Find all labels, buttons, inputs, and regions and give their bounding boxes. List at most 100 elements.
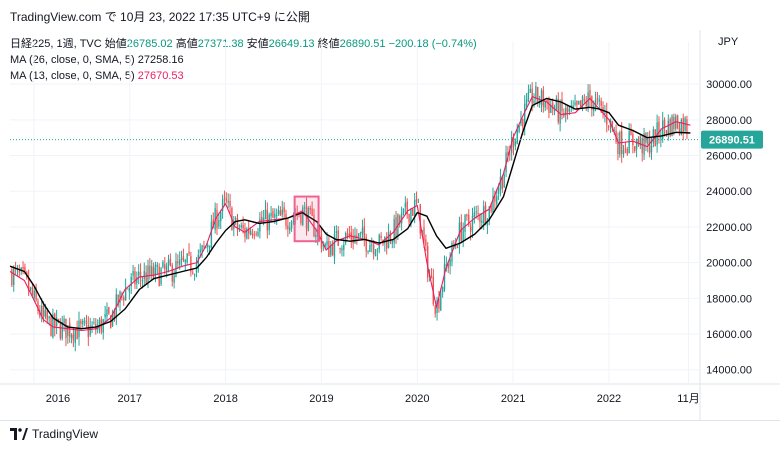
candle-body xyxy=(85,321,88,325)
candle-body xyxy=(192,272,194,274)
tradingview-logo-icon[interactable] xyxy=(10,428,28,440)
chart-grid xyxy=(0,30,780,420)
candle-body xyxy=(275,214,278,217)
candle-body xyxy=(262,217,265,221)
candle-body xyxy=(643,133,645,156)
candle-body xyxy=(514,141,517,146)
price-tick-label: 24000.00 xyxy=(706,186,752,198)
candle-body xyxy=(479,214,481,223)
candle-body xyxy=(320,234,323,249)
candle-body xyxy=(229,201,231,207)
candle-body xyxy=(499,176,502,190)
candle-body xyxy=(503,174,505,188)
candle-body xyxy=(443,263,446,290)
candle-body xyxy=(87,325,90,338)
candle-body xyxy=(441,287,444,293)
chart-legend: 日経225, 1週, TVC 始値26785.02 高値27371.38 安値2… xyxy=(10,36,477,84)
candle-body xyxy=(37,301,39,311)
currency-label[interactable]: JPY xyxy=(718,36,739,48)
price-tick-label: 26000.00 xyxy=(706,151,752,163)
ma26-value: 27258.16 xyxy=(137,54,184,66)
candle-body xyxy=(419,204,421,234)
candle-body xyxy=(240,225,242,228)
candle-body xyxy=(184,260,186,263)
candle-body xyxy=(203,245,205,247)
candle-body xyxy=(128,287,131,292)
candle-body xyxy=(251,233,254,236)
price-tick-label: 22000.00 xyxy=(706,222,752,234)
candle-body xyxy=(389,233,392,242)
open-label: 始値 xyxy=(104,38,127,50)
ma26-row[interactable]: MA (26, close, 0, SMA, 5) 27258.16 xyxy=(10,52,477,68)
candle-body xyxy=(570,105,573,107)
candle-body xyxy=(179,259,181,266)
candle-body xyxy=(559,101,561,124)
candle-body xyxy=(475,211,477,213)
candle-body xyxy=(264,209,267,220)
candle-body xyxy=(35,288,37,301)
candle-body xyxy=(261,216,263,222)
candle-body xyxy=(227,200,229,203)
candle-body xyxy=(279,210,282,216)
candle-body xyxy=(346,233,349,236)
candle-body xyxy=(108,307,110,314)
candle-body xyxy=(622,150,625,155)
candle-body xyxy=(509,153,511,155)
candle-body xyxy=(473,212,476,217)
candle-body xyxy=(130,277,132,287)
candle-body xyxy=(512,136,515,147)
candle-body xyxy=(165,265,168,272)
price-tick-label: 30000.00 xyxy=(706,79,752,91)
candle-body xyxy=(354,235,356,243)
candle-body xyxy=(272,210,274,218)
candle-body xyxy=(522,119,524,128)
candle-body xyxy=(471,215,474,231)
candle-body xyxy=(400,212,403,224)
candle-body xyxy=(70,335,73,339)
candle-body xyxy=(302,207,304,225)
footer-brand[interactable]: TradingView xyxy=(32,427,99,441)
candle-body xyxy=(333,234,336,258)
candle-body xyxy=(201,245,203,252)
candle-body xyxy=(106,309,108,317)
candle-body xyxy=(285,213,287,226)
candle-body xyxy=(477,213,479,215)
candle-body xyxy=(220,212,222,222)
symbol-label[interactable]: 日経225, 1週, TVC xyxy=(10,38,102,50)
candle-body xyxy=(169,258,172,266)
candle-body xyxy=(206,245,209,247)
candle-body xyxy=(124,287,127,301)
candle-body xyxy=(359,231,362,233)
candle-body xyxy=(281,209,283,215)
candle-body xyxy=(234,218,237,220)
candle-body xyxy=(212,219,214,229)
candle-body xyxy=(44,310,47,317)
candle-body xyxy=(578,100,580,104)
candle-body xyxy=(162,261,164,268)
price-chart[interactable]: 14000.00 16000.00 18000.00 20000.00 22000.00… xyxy=(0,0,780,420)
candle-body xyxy=(41,305,43,317)
candle-body xyxy=(645,132,647,143)
candle-body xyxy=(315,234,317,237)
candle-body xyxy=(167,260,170,266)
ma26-line xyxy=(9,97,691,330)
candle-body xyxy=(678,128,681,135)
candle-body xyxy=(466,214,468,217)
time-tick-label: 2018 xyxy=(213,393,237,405)
time-tick-label: 2017 xyxy=(118,393,142,405)
candle-body xyxy=(669,119,671,136)
candle-body xyxy=(236,218,239,230)
candle-body xyxy=(460,222,462,241)
candle-body xyxy=(551,102,554,109)
candle-body xyxy=(440,293,442,311)
ma13-row[interactable]: MA (13, close, 0, SMA, 5) 27670.53 xyxy=(10,68,477,84)
candle-body xyxy=(410,209,412,223)
candle-body xyxy=(583,99,586,101)
candle-body xyxy=(193,274,196,276)
candle-body xyxy=(29,287,32,289)
candle-body xyxy=(369,244,371,252)
candle-body xyxy=(143,271,145,279)
candle-body xyxy=(289,227,291,231)
candle-body xyxy=(313,215,315,237)
candle-body xyxy=(173,275,175,283)
